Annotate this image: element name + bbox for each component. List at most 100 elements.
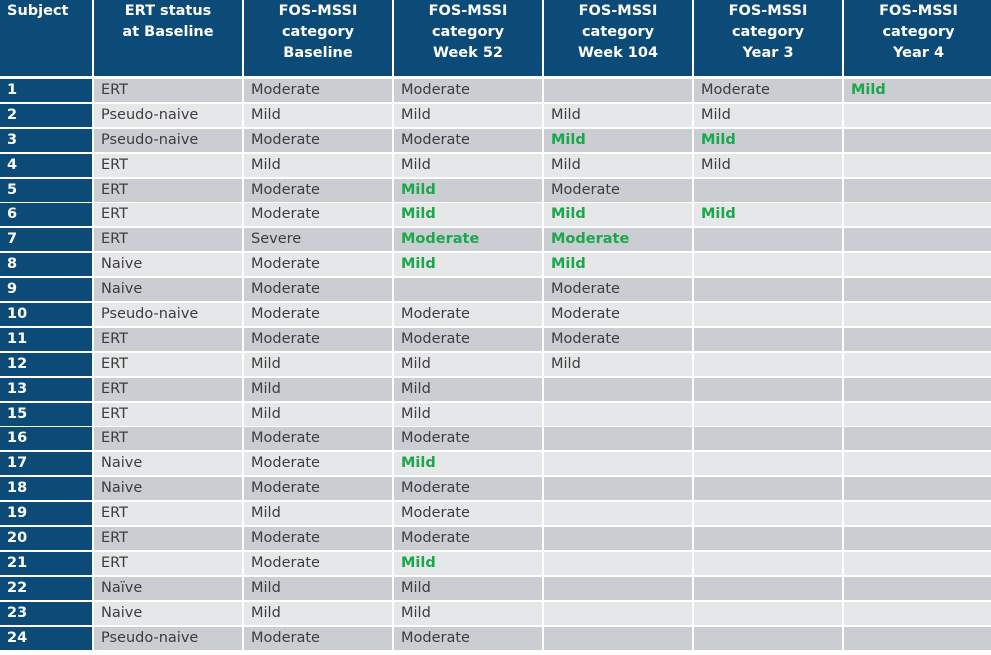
fos-mssi-category-cell: Mild [394, 377, 542, 401]
fos-mssi-category-cell: Moderate [394, 527, 542, 551]
fos-mssi-category-cell: Mild [544, 352, 692, 376]
subject-id-cell: 1 [0, 79, 92, 102]
fos-mssi-category-cell [694, 303, 842, 327]
fos-mssi-category-cell [844, 377, 991, 401]
fos-mssi-category-cell: Mild [544, 103, 692, 127]
fos-mssi-category-cell: Mild [694, 128, 842, 152]
fos-mssi-category-cell [844, 626, 991, 650]
fos-mssi-category-cell: Moderate [394, 427, 542, 451]
fos-mssi-category-cell: Mild [394, 352, 542, 376]
subject-id-cell: 9 [0, 278, 92, 302]
ert-status-cell: Pseudo-naive [94, 103, 242, 127]
fos-mssi-category-cell [694, 377, 842, 401]
fos-mssi-category-cell [844, 253, 991, 277]
subject-id-cell: 4 [0, 153, 92, 177]
header-baseline: FOS-MSSI category Baseline [244, 0, 392, 76]
fos-mssi-category-cell: Mild [694, 203, 842, 227]
fos-mssi-category-cell: Moderate [544, 278, 692, 302]
fos-mssi-category-cell [694, 352, 842, 376]
fos-mssi-category-cell: Moderate [244, 551, 392, 575]
fos-mssi-category-cell: Mild [394, 452, 542, 476]
subject-id-cell: 2 [0, 103, 92, 127]
fos-mssi-category-cell [844, 178, 991, 202]
fos-mssi-category-cell: Mild [394, 551, 542, 575]
subject-id-cell: 7 [0, 228, 92, 252]
ert-status-cell: ERT [94, 79, 242, 102]
ert-status-cell: Naive [94, 477, 242, 501]
fos-mssi-category-cell [844, 601, 991, 625]
fos-mssi-category-cell [694, 452, 842, 476]
subject-id-cell: 3 [0, 128, 92, 152]
ert-status-cell: Pseudo-naive [94, 303, 242, 327]
fos-mssi-category-cell [544, 527, 692, 551]
fos-mssi-category-cell: Mild [394, 153, 542, 177]
fos-mssi-category-cell [694, 278, 842, 302]
fos-mssi-category-cell [844, 402, 991, 426]
fos-mssi-category-cell [844, 477, 991, 501]
fos-mssi-category-cell [694, 551, 842, 575]
fos-mssi-category-cell: Moderate [394, 128, 542, 152]
subject-id-cell: 15 [0, 402, 92, 426]
fos-mssi-category-cell: Mild [544, 203, 692, 227]
fos-mssi-category-cell: Mild [844, 79, 991, 102]
fos-mssi-category-cell: Mild [244, 601, 392, 625]
fos-mssi-category-cell [694, 527, 842, 551]
fos-mssi-category-cell [844, 427, 991, 451]
fos-mssi-category-cell: Moderate [694, 79, 842, 102]
fos-mssi-category-cell [844, 352, 991, 376]
fos-mssi-category-cell: Mild [244, 502, 392, 526]
fos-mssi-category-cell: Moderate [394, 303, 542, 327]
ert-status-cell: Pseudo-naive [94, 128, 242, 152]
ert-status-cell: ERT [94, 551, 242, 575]
fos-mssi-category-cell: Mild [394, 576, 542, 600]
fos-mssi-category-cell: Mild [544, 128, 692, 152]
fos-mssi-category-cell [844, 576, 991, 600]
fos-mssi-category-cell: Mild [394, 203, 542, 227]
subject-id-cell: 13 [0, 377, 92, 401]
fos-mssi-category-cell [394, 278, 542, 302]
fos-mssi-category-cell [694, 253, 842, 277]
fos-mssi-category-cell: Mild [244, 153, 392, 177]
fos-mssi-category-cell [544, 601, 692, 625]
fos-mssi-category-cell [694, 601, 842, 625]
fos-mssi-category-cell: Moderate [244, 327, 392, 351]
ert-status-cell: ERT [94, 327, 242, 351]
fos-mssi-category-cell [544, 427, 692, 451]
fos-mssi-category-cell: Moderate [544, 303, 692, 327]
fos-mssi-category-cell: Moderate [244, 477, 392, 501]
fos-mssi-category-cell: Moderate [394, 327, 542, 351]
subject-id-cell: 12 [0, 352, 92, 376]
subject-id-cell: 16 [0, 427, 92, 451]
fos-mssi-category-cell: Mild [394, 178, 542, 202]
fos-mssi-category-cell: Moderate [244, 253, 392, 277]
subject-id-cell: 5 [0, 178, 92, 202]
subject-id-cell: 11 [0, 327, 92, 351]
ert-status-cell: ERT [94, 352, 242, 376]
fos-mssi-category-cell [544, 551, 692, 575]
fos-mssi-category-cell: Moderate [244, 427, 392, 451]
fos-mssi-category-cell: Moderate [394, 79, 542, 102]
fos-mssi-category-cell [694, 327, 842, 351]
header-week-52: FOS-MSSI category Week 52 [394, 0, 542, 76]
ert-status-cell: ERT [94, 427, 242, 451]
subject-id-cell: 8 [0, 253, 92, 277]
ert-status-cell: Naive [94, 452, 242, 476]
fos-mssi-category-cell: Mild [394, 103, 542, 127]
fos-mssi-category-cell: Mild [244, 352, 392, 376]
fos-mssi-category-cell [844, 452, 991, 476]
ert-status-cell: ERT [94, 402, 242, 426]
fos-mssi-category-cell: Mild [394, 253, 542, 277]
subject-id-cell: 6 [0, 203, 92, 227]
fos-mssi-category-cell: Moderate [244, 203, 392, 227]
fos-mssi-category-cell: Mild [244, 576, 392, 600]
fos-mssi-category-cell: Moderate [244, 303, 392, 327]
fos-mssi-category-cell [844, 527, 991, 551]
fos-mssi-category-cell [844, 103, 991, 127]
fos-mssi-category-cell [694, 228, 842, 252]
subject-id-cell: 20 [0, 527, 92, 551]
ert-status-cell: Pseudo-naive [94, 626, 242, 650]
subject-id-cell: 21 [0, 551, 92, 575]
fos-mssi-category-cell [544, 402, 692, 426]
fos-mssi-category-cell [544, 452, 692, 476]
fos-mssi-category-cell [544, 576, 692, 600]
